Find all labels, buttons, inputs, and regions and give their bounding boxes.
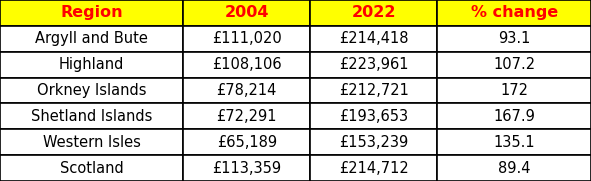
Bar bbox=[310, 155, 437, 181]
Bar bbox=[310, 129, 437, 155]
Bar bbox=[0, 103, 183, 129]
Text: Scotland: Scotland bbox=[60, 161, 124, 176]
Text: £78,214: £78,214 bbox=[216, 83, 277, 98]
Bar bbox=[437, 26, 591, 52]
Bar bbox=[437, 78, 591, 103]
Text: Orkney Islands: Orkney Islands bbox=[37, 83, 147, 98]
Bar bbox=[310, 78, 437, 103]
Bar bbox=[183, 0, 310, 26]
Bar bbox=[437, 52, 591, 78]
Text: Shetland Islands: Shetland Islands bbox=[31, 109, 152, 124]
Text: £153,239: £153,239 bbox=[339, 135, 408, 150]
Bar bbox=[183, 26, 310, 52]
Bar bbox=[437, 0, 591, 26]
Text: % change: % change bbox=[470, 5, 558, 20]
Text: £65,189: £65,189 bbox=[217, 135, 277, 150]
Text: Western Isles: Western Isles bbox=[43, 135, 141, 150]
Text: £72,291: £72,291 bbox=[216, 109, 277, 124]
Bar bbox=[310, 0, 437, 26]
Text: Highland: Highland bbox=[59, 57, 124, 72]
Text: 89.4: 89.4 bbox=[498, 161, 530, 176]
Text: £214,418: £214,418 bbox=[339, 31, 408, 46]
Bar bbox=[310, 103, 437, 129]
Text: 93.1: 93.1 bbox=[498, 31, 530, 46]
Text: 107.2: 107.2 bbox=[493, 57, 535, 72]
Text: 2022: 2022 bbox=[352, 5, 396, 20]
Bar bbox=[0, 129, 183, 155]
Bar bbox=[183, 52, 310, 78]
Bar bbox=[310, 26, 437, 52]
Bar bbox=[183, 155, 310, 181]
Text: 135.1: 135.1 bbox=[493, 135, 535, 150]
Bar bbox=[310, 52, 437, 78]
Text: £108,106: £108,106 bbox=[212, 57, 281, 72]
Text: £214,712: £214,712 bbox=[339, 161, 409, 176]
Bar bbox=[437, 103, 591, 129]
Text: £212,721: £212,721 bbox=[339, 83, 409, 98]
Bar bbox=[0, 0, 183, 26]
Text: £223,961: £223,961 bbox=[339, 57, 408, 72]
Text: 172: 172 bbox=[500, 83, 528, 98]
Bar bbox=[0, 78, 183, 103]
Text: Region: Region bbox=[60, 5, 123, 20]
Bar bbox=[437, 155, 591, 181]
Bar bbox=[183, 129, 310, 155]
Text: 2004: 2004 bbox=[225, 5, 269, 20]
Text: £113,359: £113,359 bbox=[212, 161, 281, 176]
Bar bbox=[183, 78, 310, 103]
Text: Argyll and Bute: Argyll and Bute bbox=[35, 31, 148, 46]
Text: £193,653: £193,653 bbox=[339, 109, 408, 124]
Text: £111,020: £111,020 bbox=[212, 31, 282, 46]
Bar bbox=[0, 26, 183, 52]
Bar bbox=[437, 129, 591, 155]
Bar bbox=[0, 52, 183, 78]
Text: 167.9: 167.9 bbox=[493, 109, 535, 124]
Bar bbox=[0, 155, 183, 181]
Bar bbox=[183, 103, 310, 129]
